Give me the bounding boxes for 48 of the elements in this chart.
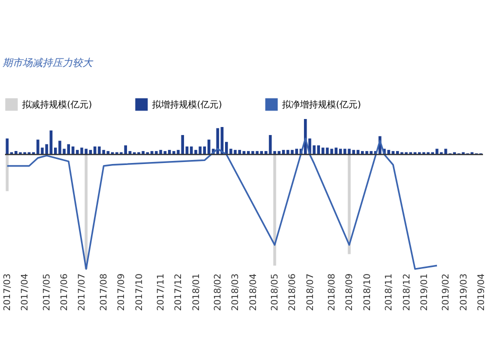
bar (207, 140, 210, 154)
x-tick-label: 2017/06 (60, 273, 70, 311)
bar (190, 146, 193, 154)
bar (36, 140, 40, 154)
bar (343, 148, 346, 154)
bar (76, 150, 79, 154)
legend-label: 拟减持规模(亿元) (22, 100, 92, 111)
bar (84, 148, 88, 154)
bar (198, 146, 202, 154)
bar (124, 145, 128, 154)
x-tick-label: 2018/09 (345, 273, 356, 311)
x-tick-label: 2017/08 (100, 273, 110, 311)
chart-title: 期市场减持压力较大 (2, 57, 94, 69)
x-tick-label: 2017/07 (78, 274, 88, 311)
bar (102, 150, 106, 154)
bar (352, 150, 356, 154)
bar (238, 150, 242, 154)
x-tick-label: 2018/02 (214, 274, 224, 311)
x-tick-label: 2018/12 (402, 274, 412, 311)
x-tick-label: 2017/04 (20, 273, 31, 311)
x-tick-label: 2018/05 (270, 274, 281, 311)
bar (295, 148, 298, 154)
x-tick-label: 2017/10 (134, 273, 145, 311)
x-tick-label: 2017/11 (156, 274, 167, 311)
bar (67, 144, 70, 154)
bar (84, 154, 88, 269)
legend-label: 拟增持规模(亿元) (152, 100, 222, 111)
x-tick-label: 2018/03 (231, 274, 242, 311)
x-tick-label: 2018/01 (192, 274, 202, 311)
bar (93, 146, 96, 154)
x-tick-label: 2018/10 (362, 273, 373, 311)
x-tick-label: 2018/06 (288, 273, 298, 311)
x-tick-label: 2019/03 (459, 274, 470, 311)
x-tick-label: 2017/03 (3, 274, 14, 311)
x-tick-label: 2017/05 (42, 274, 53, 311)
x-tick-label: 2018/11 (384, 274, 395, 311)
x-tick-label: 2017/09 (117, 273, 128, 311)
x-tick-label: 2019/01 (420, 274, 430, 311)
x-tick-label: 2018/04 (248, 273, 259, 311)
x-tick-label: 2018/07 (306, 274, 316, 311)
x-tick-label: 2019/04 (476, 273, 487, 311)
bar (334, 148, 338, 154)
legend-label: 拟净增持规模(亿元) (282, 100, 362, 111)
x-tick-label: 2019/02 (442, 274, 452, 311)
bar (286, 150, 290, 154)
x-tick-label: 2018/08 (328, 273, 338, 311)
bar (181, 135, 184, 154)
x-tick-label: 2017/12 (174, 274, 184, 311)
